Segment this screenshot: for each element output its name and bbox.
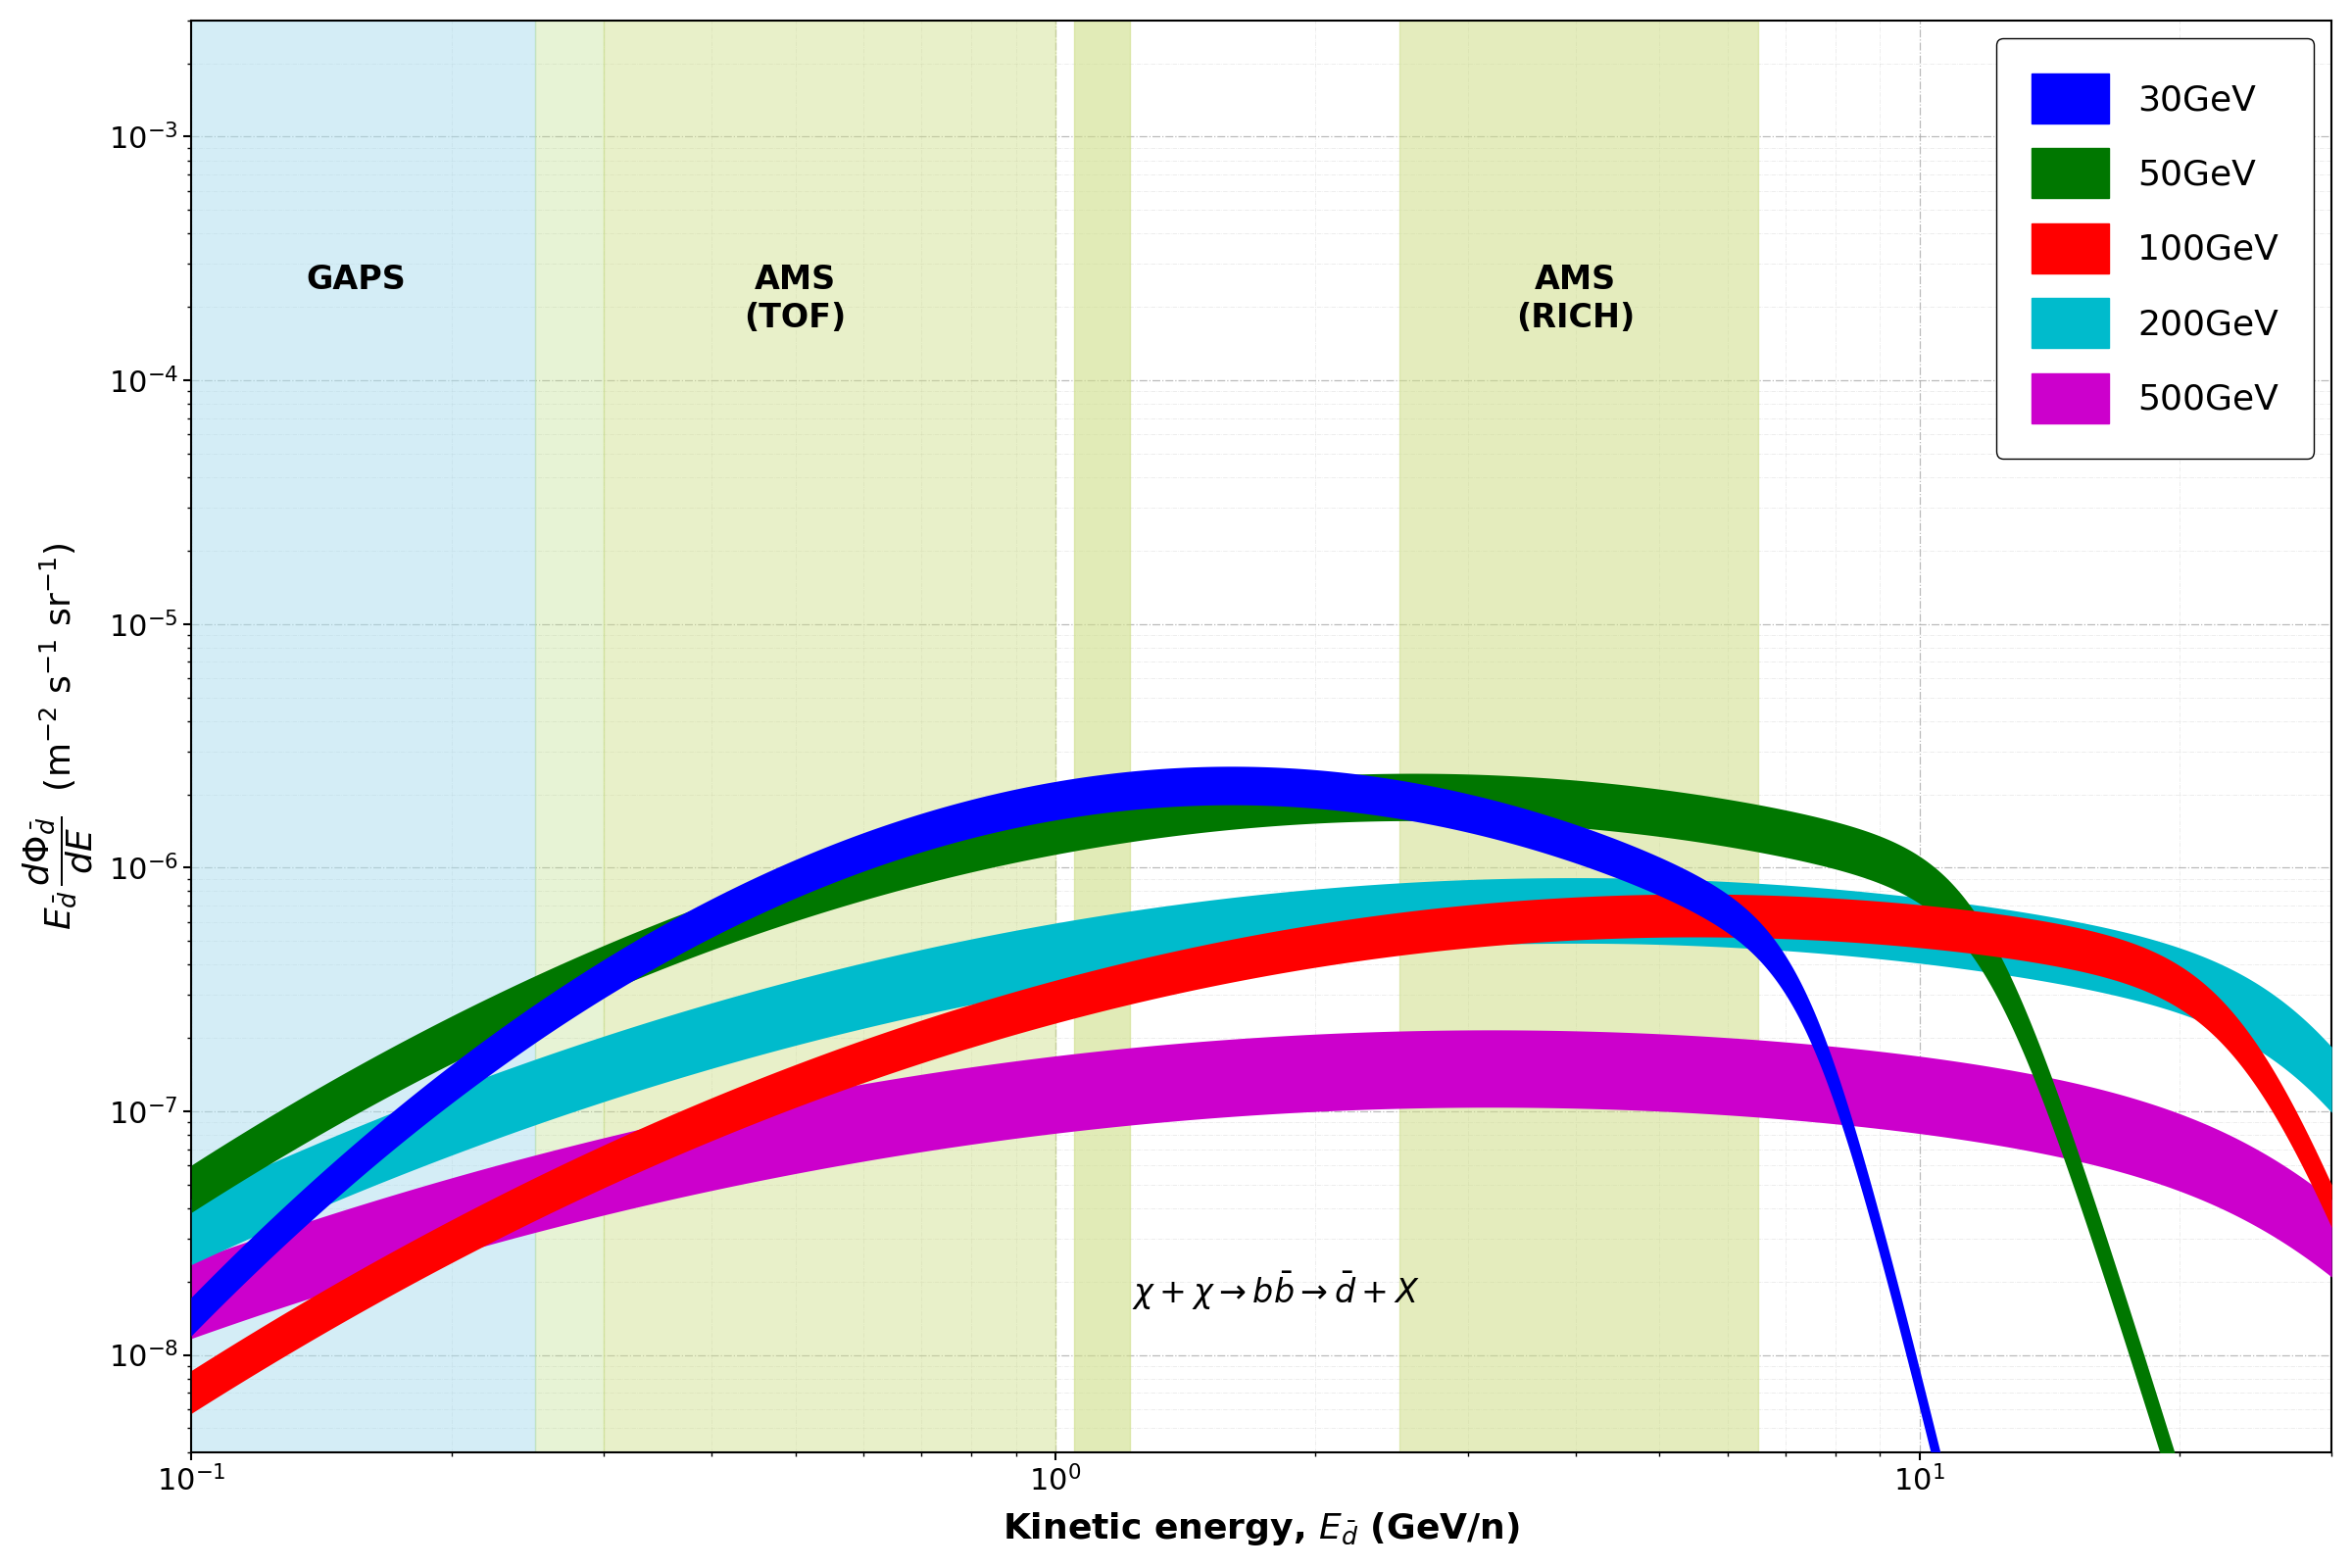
Legend: 30GeV, 50GeV, 100GeV, 200GeV, 500GeV: 30GeV, 50GeV, 100GeV, 200GeV, 500GeV [1997, 38, 2314, 458]
Bar [1075, 20, 1129, 1452]
Text: GAPS: GAPS [306, 263, 407, 296]
Text: AMS
(RICH): AMS (RICH) [1517, 263, 1635, 334]
Text: AMS
(TOF): AMS (TOF) [743, 263, 847, 334]
Bar [536, 20, 604, 1452]
Y-axis label: $E_{\bar{d}}\,\dfrac{d\Phi_{\bar{d}}}{dE}$  (m$^{-2}$ s$^{-1}$ sr$^{-1}$): $E_{\bar{d}}\,\dfrac{d\Phi_{\bar{d}}}{dE… [21, 543, 94, 930]
Bar [1399, 20, 1757, 1452]
X-axis label: Kinetic energy, $E_{\bar{d}}$ (GeV/n): Kinetic energy, $E_{\bar{d}}$ (GeV/n) [1002, 1510, 1519, 1548]
Text: $\chi + \chi \rightarrow b\bar{b} \rightarrow \bar{d} + X$: $\chi + \chi \rightarrow b\bar{b} \right… [1131, 1269, 1421, 1312]
Bar [191, 20, 536, 1452]
Bar [604, 20, 1056, 1452]
